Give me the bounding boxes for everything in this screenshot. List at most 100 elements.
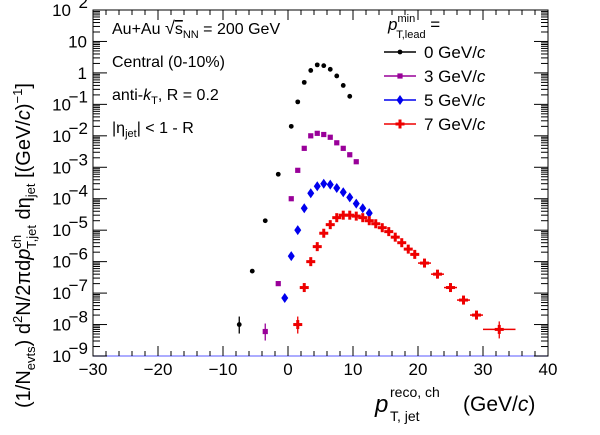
data-point [281, 292, 289, 303]
data-point [327, 66, 333, 72]
data-point [314, 130, 320, 136]
y-tick-label: 10 [68, 32, 87, 51]
legend-entry-1: 3 GeV/c [384, 67, 486, 86]
y-tick-label: 10 [52, 316, 71, 335]
legend-label: 3 GeV/c [424, 67, 486, 86]
y-axis-ticks: 10 210110−110−210−310−410−510−610−710−810… [52, 0, 548, 366]
data-point [321, 63, 327, 69]
y-tick-exponent: −9 [69, 339, 88, 358]
data-point [319, 228, 329, 238]
y-axis-label: (1/Nevts) d2N/2πdpchT,jet dηjet [(GeV/c)… [9, 83, 39, 408]
legend-marker [396, 95, 404, 105]
series-0 [236, 62, 353, 334]
data-point [327, 134, 333, 140]
annotation-system: Au+Au √sNN = 200 GeV [112, 18, 280, 41]
data-point [333, 182, 341, 193]
data-point [262, 328, 268, 335]
data-point [397, 238, 407, 248]
data-point [288, 123, 294, 129]
x-tick-label: 20 [409, 360, 428, 379]
legend-marker [395, 119, 405, 129]
data-point [364, 216, 374, 226]
data-point [472, 310, 481, 320]
data-point [358, 213, 368, 223]
y-tick-exponent: −5 [69, 213, 88, 232]
data-point [351, 211, 361, 221]
data-point [390, 232, 400, 242]
data-point [307, 188, 315, 199]
legend-entry-0: 0 GeV/c [384, 43, 486, 62]
data-point [293, 320, 303, 330]
data-point [275, 281, 281, 287]
data-point [308, 68, 314, 73]
legend-title: pmin T,lead = [387, 13, 440, 41]
series-1 [262, 130, 359, 341]
x-tick-label: −20 [144, 360, 173, 379]
y-tick-exponent: −1 [69, 87, 88, 106]
legend-entry-3: 7 GeV/c [384, 115, 486, 134]
y-tick-label: 10 [52, 284, 71, 303]
data-point [410, 249, 420, 259]
legend-marker [397, 73, 403, 79]
data-point [340, 83, 346, 88]
data-point [236, 322, 242, 327]
y-tick-exponent: −4 [69, 182, 88, 201]
data-point [334, 73, 340, 79]
data-point [295, 99, 301, 105]
data-point [299, 283, 309, 293]
data-point [494, 324, 504, 334]
data-point [353, 159, 359, 165]
y-tick-exponent: −2 [69, 119, 88, 138]
y-tick-label: 10 [52, 190, 71, 209]
annotation-centrality: Central (0-10%) [112, 54, 225, 71]
y-tick-label: 1 [78, 64, 87, 83]
data-point [308, 133, 314, 139]
legend-entry-2: 5 GeV/c [384, 91, 486, 110]
series-3 [293, 210, 516, 339]
data-point [365, 208, 373, 219]
data-point [313, 181, 321, 192]
svg-text:T, jet: T, jet [390, 408, 420, 424]
legend-label: 0 GeV/c [424, 43, 486, 62]
y-tick-exponent: −7 [69, 276, 88, 295]
data-point [294, 225, 302, 236]
y-tick-label: 10 [52, 347, 71, 366]
data-point [420, 258, 429, 268]
y-tick-exponent: −8 [69, 308, 88, 327]
data-point [339, 187, 347, 198]
x-tick-label: −10 [209, 360, 238, 379]
data-point [325, 220, 335, 230]
data-point [301, 79, 307, 85]
annotation-eta: |ηjet| < 1 - R [112, 120, 194, 140]
data-point [403, 244, 413, 254]
y-tick-exponent: −3 [69, 150, 88, 169]
svg-text:reco, ch: reco, ch [390, 384, 440, 400]
data-point [287, 251, 295, 262]
data-point [301, 145, 307, 151]
x-axis-ticks: −30 −20 −10 0 10 20 30 40 [79, 10, 558, 379]
data-point [359, 203, 367, 214]
y-tick-label: 10 [52, 127, 71, 146]
x-tick-label: 10 [344, 360, 363, 379]
y-tick-label: 10 [52, 1, 71, 20]
data-point [300, 203, 308, 214]
svg-text:(GeV/c): (GeV/c) [463, 393, 535, 416]
legend-label: 7 GeV/c [424, 115, 486, 134]
data-point [347, 152, 353, 158]
y-tick-exponent: −6 [69, 245, 88, 264]
data-point [334, 140, 340, 146]
legend-label: 5 GeV/c [424, 91, 486, 110]
data-point [371, 219, 381, 229]
x-tick-label: −30 [79, 360, 108, 379]
x-tick-label: 40 [539, 360, 558, 379]
y-tick-label: 10 [52, 158, 71, 177]
data-point [262, 218, 268, 224]
legend: pmin T,lead = 0 GeV/c 3 GeV/c 5 GeV/c 7 GeV/… [384, 13, 486, 134]
data-point [384, 227, 394, 237]
data-point [346, 192, 354, 203]
data-point [320, 178, 328, 189]
data-point [338, 210, 348, 220]
data-point [345, 210, 355, 220]
data-point [446, 283, 455, 293]
